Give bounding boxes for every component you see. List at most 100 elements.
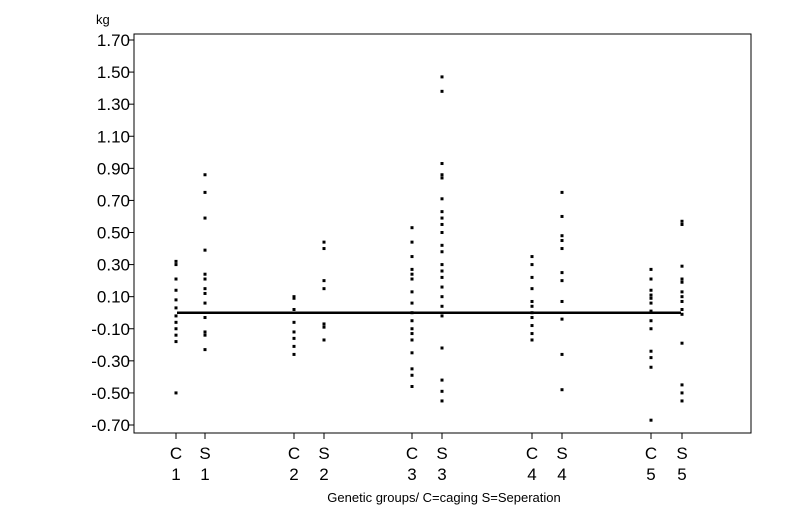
data-point <box>174 298 178 302</box>
data-point <box>560 239 564 243</box>
data-point <box>410 301 414 305</box>
data-point <box>410 319 414 323</box>
data-point <box>410 367 414 371</box>
data-point <box>410 255 414 259</box>
data-point <box>440 295 444 299</box>
y-tick-label: -0.10 <box>91 320 130 339</box>
data-point <box>203 348 207 352</box>
data-point <box>680 222 684 226</box>
data-point <box>174 391 178 395</box>
data-point <box>680 219 684 223</box>
data-point <box>410 240 414 244</box>
data-point <box>174 263 178 267</box>
data-point <box>292 344 296 348</box>
data-point <box>649 293 653 297</box>
y-tick-label: 1.70 <box>97 31 130 50</box>
data-point <box>649 356 653 360</box>
x-category-number: 3 <box>437 465 446 484</box>
data-point <box>410 277 414 281</box>
x-category-letter: S <box>676 444 687 463</box>
data-point <box>560 299 564 303</box>
data-point <box>203 287 207 291</box>
data-point <box>203 316 207 320</box>
data-point <box>649 349 653 353</box>
data-point <box>440 216 444 220</box>
data-point <box>174 327 178 331</box>
data-point <box>410 272 414 276</box>
data-point <box>322 279 326 283</box>
data-point <box>174 320 178 324</box>
data-point <box>440 162 444 166</box>
data-point <box>322 325 326 329</box>
data-point <box>680 399 684 403</box>
x-category-letter: C <box>526 444 538 463</box>
data-point <box>649 309 653 313</box>
data-point <box>174 333 178 337</box>
y-tick-label: 1.50 <box>97 63 130 82</box>
data-point <box>680 383 684 387</box>
data-point <box>440 304 444 308</box>
data-point <box>649 319 653 323</box>
data-point <box>440 250 444 254</box>
data-point <box>203 272 207 276</box>
x-category-number: 5 <box>646 465 655 484</box>
y-tick-label: -0.50 <box>91 384 130 403</box>
data-point <box>680 290 684 294</box>
data-point <box>440 346 444 350</box>
data-point <box>292 308 296 311</box>
data-point <box>530 299 534 303</box>
data-point <box>292 330 296 334</box>
data-point <box>410 373 414 377</box>
y-tick-label: 0.70 <box>97 191 130 210</box>
data-point <box>410 351 414 355</box>
x-category-letter: S <box>318 444 329 463</box>
data-point <box>203 216 207 220</box>
data-point <box>203 333 207 337</box>
data-point <box>440 275 444 279</box>
data-point <box>530 332 534 336</box>
data-point <box>322 338 326 342</box>
data-point <box>560 234 564 238</box>
data-point <box>174 259 178 263</box>
x-category-number: 5 <box>677 465 686 484</box>
data-point <box>680 391 684 395</box>
data-point <box>680 312 684 316</box>
data-point <box>440 89 444 93</box>
data-point <box>410 327 414 331</box>
data-point <box>322 322 326 326</box>
data-point <box>174 288 178 292</box>
data-point <box>530 316 534 320</box>
data-point <box>203 291 207 295</box>
data-point <box>649 296 653 300</box>
x-category-number: 1 <box>200 465 209 484</box>
data-point <box>292 295 296 299</box>
data-point <box>440 176 444 180</box>
y-axis: 1.70 1.50 1.30 1.10 0.90 0.70 0.50 0.30 0.10 -0.1… <box>91 31 134 435</box>
data-point <box>410 332 414 336</box>
data-point <box>440 173 444 177</box>
data-point <box>649 267 653 271</box>
data-point <box>649 327 653 331</box>
data-point <box>292 320 296 324</box>
data-point <box>560 247 564 251</box>
x-category-letter: S <box>556 444 567 463</box>
data-point <box>530 324 534 328</box>
data-point <box>530 263 534 267</box>
x-category-letter: S <box>436 444 447 463</box>
data-point <box>440 243 444 247</box>
data-point <box>292 352 296 356</box>
data-point <box>440 399 444 403</box>
data-point <box>560 317 564 321</box>
data-point <box>680 280 684 284</box>
data-point <box>410 338 414 342</box>
x-category-number: 2 <box>319 465 328 484</box>
y-tick-label: 0.10 <box>97 288 130 307</box>
y-tick-label: 0.90 <box>97 159 130 178</box>
data-point <box>680 277 684 281</box>
data-point <box>203 248 207 252</box>
data-point <box>440 197 444 201</box>
x-category-number: 1 <box>171 465 180 484</box>
x-category-letter: C <box>645 444 657 463</box>
x-category-number: 3 <box>407 465 416 484</box>
